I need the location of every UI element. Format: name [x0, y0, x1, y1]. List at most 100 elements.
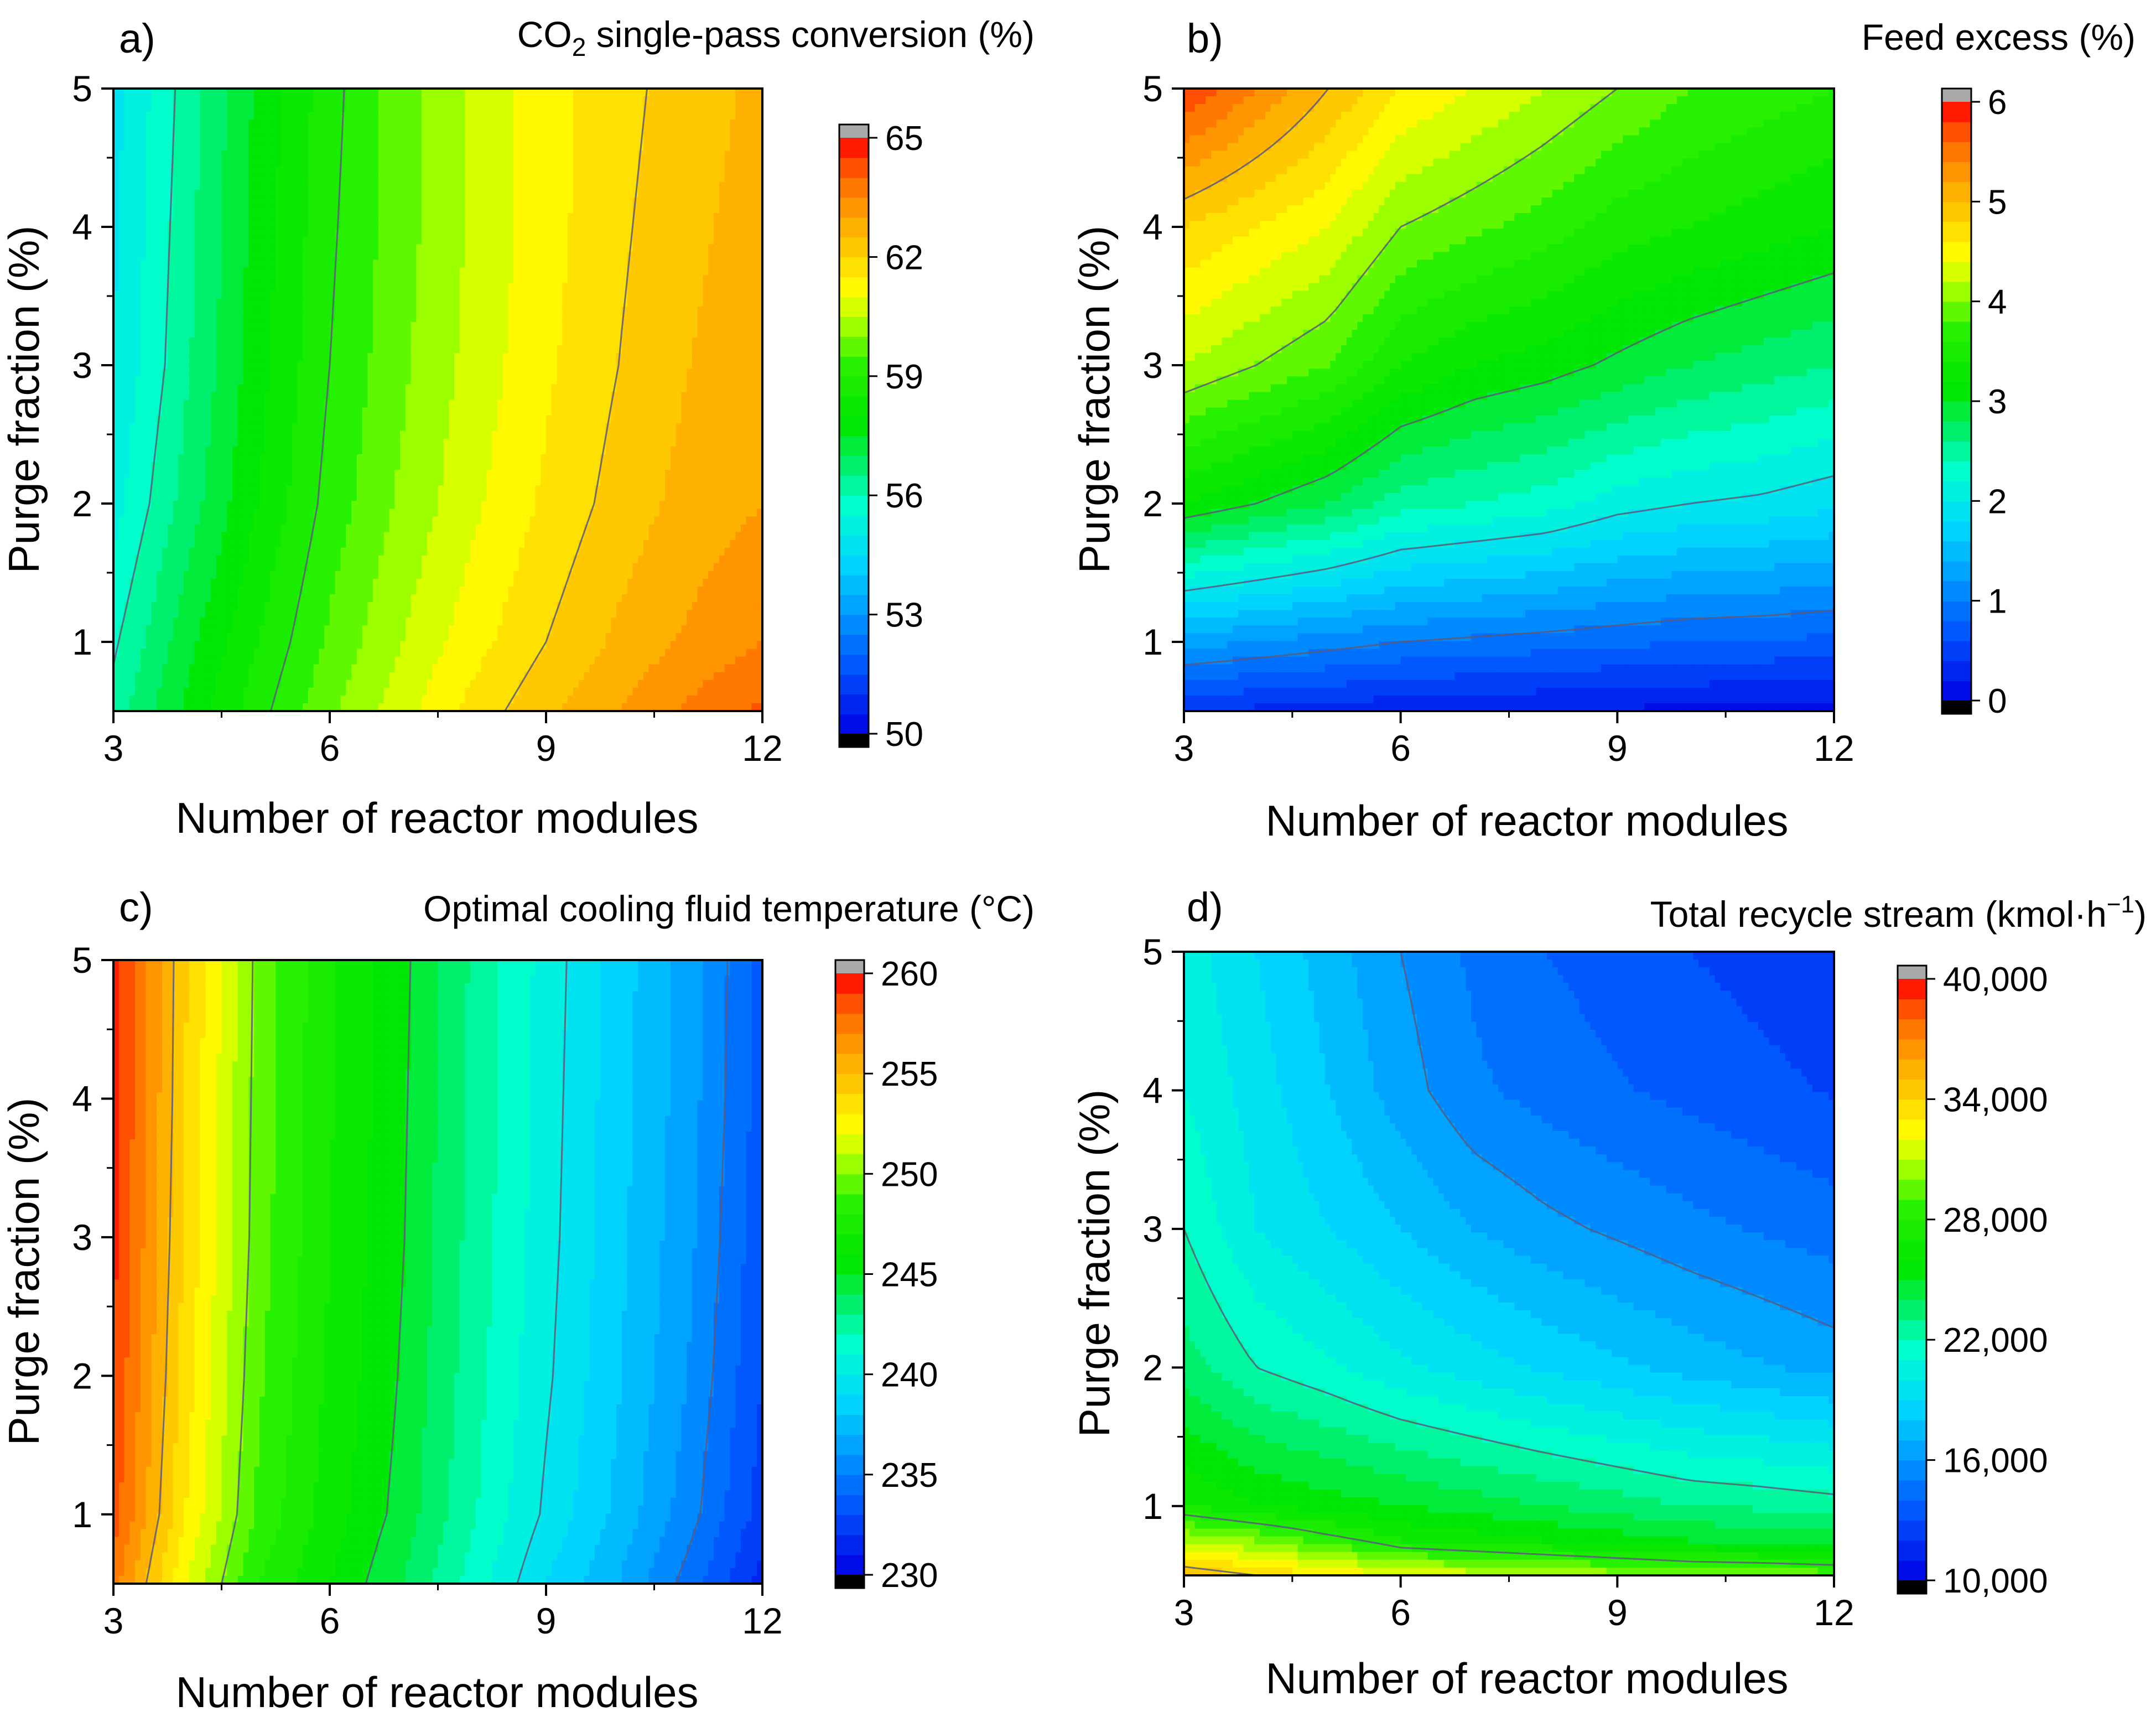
panel-a-heatmap-cell [486, 89, 492, 97]
panel-a-heatmap-cell [195, 112, 201, 120]
panel-a-heatmap-cell [751, 135, 757, 143]
panel-a-heatmap-cell [654, 151, 661, 159]
panel-a-heatmap-cell [708, 151, 714, 159]
panel-a-heatmap-cell [222, 159, 228, 167]
panel-a-heatmap-cell [406, 112, 412, 120]
panel-a-heatmap-cell [314, 120, 320, 128]
panel-a-heatmap-cell [725, 89, 731, 97]
panel-a-heatmap-cell [584, 96, 590, 105]
panel-a-heatmap-cell [681, 127, 687, 136]
panel-a-heatmap-cell [238, 143, 244, 151]
panel-a-heatmap-cell [227, 143, 233, 151]
panel-a-heatmap-cell [535, 89, 541, 97]
panel-a-heatmap-cell [427, 96, 433, 105]
panel-a-heatmap-cell [146, 159, 152, 167]
panel-a-heatmap-cell [692, 120, 698, 128]
panel-a-heatmap-cell [611, 127, 617, 136]
panel-a-heatmap-cell [524, 120, 531, 128]
panel-a-heatmap-cell [589, 120, 595, 128]
panel-a-heatmap-cell [346, 135, 352, 143]
panel-a-heatmap-cell [248, 143, 254, 151]
panel-a-heatmap-cell [330, 127, 336, 136]
panel-a-heatmap-cell [427, 151, 433, 159]
panel-a-heatmap-cell [746, 104, 752, 112]
panel-a-heatmap-cell [443, 96, 449, 105]
panel-a-heatmap-cell [400, 112, 406, 120]
panel-a-heatmap-cell [173, 159, 179, 167]
panel-a-heatmap-cell [335, 112, 341, 120]
panel-a-heatmap-cell [216, 104, 222, 112]
panel-a-heatmap-cell [486, 104, 492, 112]
panel-a-heatmap-cell [687, 89, 693, 97]
panel-a-heatmap-cell [211, 89, 217, 97]
panel-a-heatmap-cell [308, 120, 314, 128]
panel-a-heatmap-cell [303, 135, 309, 143]
panel-a-heatmap-cell [671, 151, 677, 159]
panel-a-heatmap-cell [714, 135, 720, 143]
panel-a-heatmap-cell [659, 89, 666, 97]
panel-a-heatmap-cell [265, 96, 271, 105]
panel-a-heatmap-cell [265, 143, 271, 151]
panel-a-heatmap-cell [406, 127, 412, 136]
panel-a-heatmap-cell [151, 135, 157, 143]
panel-a-heatmap-cell [497, 143, 503, 151]
panel-a-heatmap-cell [422, 135, 428, 143]
panel-a-heatmap-cell [303, 89, 309, 97]
panel-a-heatmap-cell [465, 143, 471, 151]
panel-a-heatmap-cell [519, 112, 525, 120]
panel-a-heatmap-cell [178, 104, 184, 112]
panel-a-heatmap-cell [751, 151, 757, 159]
panel-a-heatmap-cell [508, 96, 515, 105]
panel-a-heatmap-cell [162, 135, 168, 143]
panel-a-heatmap-cell [400, 151, 406, 159]
panel-a-heatmap-cell [465, 112, 471, 120]
panel-a-heatmap-cell [211, 135, 217, 143]
panel-a-heatmap-cell [259, 135, 266, 143]
panel-a-heatmap-cell [373, 127, 379, 136]
panel-a-heatmap-cell [124, 89, 131, 97]
panel-a-heatmap-cell [659, 151, 666, 159]
panel-a-heatmap-cell [189, 104, 195, 112]
panel-a-heatmap-cell [346, 89, 352, 97]
panel-a-heatmap-cell [460, 143, 466, 151]
panel-a-heatmap-cell [751, 112, 757, 120]
panel-a-heatmap-cell [535, 143, 541, 151]
panel-a-heatmap-cell [627, 143, 633, 151]
panel-a-heatmap-cell [541, 151, 547, 159]
panel-a-heatmap-cell [292, 112, 298, 120]
panel-a-heatmap-cell [735, 143, 741, 151]
panel-a-heatmap-cell [584, 120, 590, 128]
panel-a-heatmap-cell [205, 143, 211, 151]
panel-a-heatmap-cell [135, 143, 141, 151]
panel-a-heatmap-cell [638, 89, 644, 97]
panel-a-heatmap-cell [162, 159, 168, 167]
panel-a-heatmap-cell [373, 112, 379, 120]
panel-a-heatmap-cell [671, 143, 677, 151]
panel-a-heatmap-cell [649, 120, 655, 128]
panel-a-heatmap-cell [676, 89, 682, 97]
panel-a-heatmap-cell [314, 135, 320, 143]
panel-a-heatmap-cell [422, 104, 428, 112]
panel-a-heatmap-cell [584, 143, 590, 151]
panel-a-heatmap-cell [157, 104, 163, 112]
panel-a-heatmap-cell [557, 135, 563, 143]
panel-a-heatmap-cell [378, 135, 385, 143]
panel-a-heatmap-cell [216, 89, 222, 97]
panel-a-heatmap-cell [243, 143, 250, 151]
panel-a-heatmap-cell [357, 127, 363, 136]
panel-a-heatmap-cell [400, 120, 406, 128]
panel-a-heatmap-cell [687, 135, 693, 143]
panel-a-heatmap-cell [184, 159, 190, 167]
panel-a-heatmap-cell [616, 89, 622, 97]
panel-a-heatmap-cell [513, 135, 519, 143]
panel-a-heatmap-cell [579, 112, 585, 120]
panel-a-heatmap-cell [632, 127, 638, 136]
panel-a-heatmap-cell [378, 89, 385, 97]
panel-a-heatmap-cell [654, 143, 661, 151]
panel-a-heatmap-cell [281, 159, 287, 167]
panel-a-heatmap-cell [146, 112, 152, 120]
panel-a-heatmap-cell [195, 104, 201, 112]
panel-a-heatmap-cell [308, 89, 314, 97]
panel-a-heatmap-cell [351, 104, 357, 112]
panel-a-heatmap-cell [151, 96, 157, 105]
